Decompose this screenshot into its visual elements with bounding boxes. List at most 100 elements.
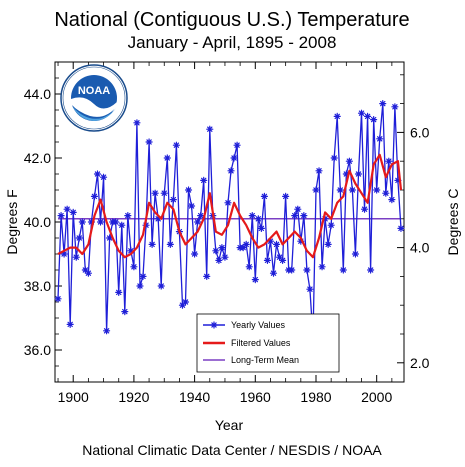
yearly-value-point (306, 285, 314, 293)
yearly-value-point (133, 119, 141, 127)
yearly-value-point (212, 247, 220, 255)
yearly-value-point (87, 218, 96, 226)
yearly-value-point (321, 215, 329, 223)
yearly-value-point (181, 298, 190, 306)
yearly-value-point (63, 205, 71, 213)
yearly-value-point (72, 253, 80, 261)
yearly-value-point (221, 253, 229, 261)
yearly-value-point (184, 186, 193, 194)
yearly-value-point (376, 135, 384, 143)
yearly-value-point (203, 272, 211, 280)
yearly-value-point (127, 247, 135, 255)
yearly-value-point (96, 218, 105, 226)
yearly-value-point (245, 263, 253, 271)
yearly-value-point (130, 263, 138, 271)
yearly-value-point (348, 186, 357, 194)
yearly-value-point (148, 240, 156, 248)
yearly-value-point (327, 221, 335, 229)
y-right-tick-label: 4.0 (410, 240, 430, 256)
legend-filtered-label: Filtered Values (231, 338, 291, 348)
yearly-value-point (102, 327, 111, 335)
legend-yearly-marker (210, 321, 218, 329)
yearly-value-point (391, 103, 399, 111)
filtered-values-line (57, 153, 403, 259)
yearly-value-point (227, 167, 235, 175)
yearly-value-point (163, 154, 171, 162)
yearly-value-point (99, 173, 108, 181)
x-tick-label: 1960 (240, 389, 271, 405)
yearly-value-point (57, 212, 65, 220)
yearly-value-point (367, 266, 375, 274)
yearly-value-point (330, 154, 338, 162)
chart-footer: National Climatic Data Center / NESDIS /… (82, 442, 382, 458)
x-tick-label: 1900 (58, 389, 89, 405)
yearly-value-point (218, 244, 226, 252)
filtered-values-layer (57, 153, 403, 259)
yearly-value-point (269, 269, 278, 277)
yearly-value-point (272, 240, 281, 248)
noaa-logo-text: NOAA (78, 85, 110, 97)
legend-star-marker (210, 321, 218, 329)
yearly-value-point (336, 186, 344, 194)
yearly-value-point (60, 250, 68, 258)
y-right-tick-label: 6.0 (410, 124, 430, 140)
yearly-value-point (121, 308, 129, 316)
yearly-value-point (206, 125, 214, 133)
legend: Yearly Values Filtered Values Long-Term … (196, 313, 340, 373)
yearly-value-point (297, 237, 305, 245)
noaa-logo-bird-icon (71, 97, 117, 117)
yearly-value-point (93, 170, 102, 178)
yearly-value-point (300, 212, 308, 220)
chart-subtitle: January - April, 1895 - 2008 (128, 33, 337, 52)
yearly-value-point (194, 218, 202, 226)
yearly-values-layer (54, 100, 405, 341)
yearly-value-point (279, 256, 287, 264)
y-tick-label: 44.0 (24, 86, 51, 102)
yearly-value-point (78, 218, 86, 226)
y-axis-label: Degrees F (4, 189, 20, 254)
yearly-value-point (66, 320, 74, 328)
yearly-value-point (379, 100, 387, 108)
yearly-value-point (81, 266, 89, 274)
yearly-value-point (357, 109, 366, 117)
yearly-value-point (333, 112, 341, 120)
yearly-value-point (69, 208, 77, 216)
yearly-value-point (288, 266, 296, 274)
yearly-value-point (200, 176, 208, 184)
yearly-value-point (251, 276, 259, 284)
yearly-value-point (291, 212, 299, 220)
x-axis-label: Year (215, 417, 244, 433)
yearly-value-point (282, 192, 290, 200)
yearly-value-point (345, 157, 353, 165)
yearly-value-point (215, 256, 223, 264)
yearly-value-point (230, 154, 238, 162)
yearly-value-point (145, 138, 153, 146)
y-tick-label: 42.0 (24, 150, 51, 166)
yearly-value-point (342, 170, 350, 178)
yearly-value-point (275, 253, 284, 261)
yearly-value-point (312, 186, 320, 194)
yearly-value-point (166, 240, 174, 248)
yearly-value-point (339, 266, 347, 274)
yearly-value-point (266, 237, 275, 245)
y-tick-label: 38.0 (24, 278, 51, 294)
y-axis-label-right: Degrees C (445, 189, 461, 256)
yearly-value-point (263, 256, 272, 264)
x-tick-label: 1980 (300, 389, 331, 405)
yearly-value-point (360, 205, 369, 213)
yearly-value-point (370, 116, 378, 124)
yearly-value-point (157, 282, 165, 290)
yearly-value-point (351, 250, 360, 258)
yearly-value-point (191, 250, 199, 258)
yearly-value-point (382, 189, 390, 197)
yearly-value-point (254, 215, 262, 223)
yearly-value-point (169, 196, 177, 204)
yearly-value-point (197, 212, 205, 220)
yearly-value-point (172, 141, 180, 149)
yearly-value-point (373, 186, 381, 194)
yearly-value-point (160, 189, 168, 197)
legend-mean-label: Long-Term Mean (231, 355, 299, 365)
yearly-value-point (354, 170, 363, 178)
axis-ticks: 1900 1920 1940 1960 1980 2000 36.0 38.0 40.0 42.0… (24, 61, 430, 405)
